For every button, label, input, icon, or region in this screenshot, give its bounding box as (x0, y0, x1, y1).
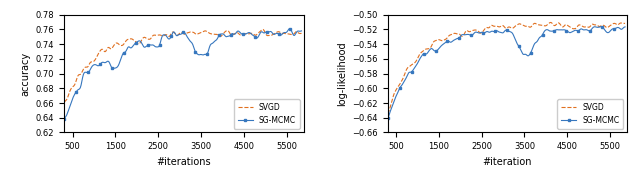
SG-MCMC (202, 53, 209, 55)
SG-MCMC (260, 32, 268, 34)
Y-axis label: accuracy: accuracy (20, 52, 30, 96)
SVGD (525, 26, 533, 28)
SVGD (202, 30, 209, 32)
SG-MCMC (525, 54, 533, 56)
X-axis label: #iteration: #iteration (483, 157, 532, 167)
Line: SVGD: SVGD (65, 29, 301, 102)
SVGD (621, 22, 629, 24)
SVGD (298, 32, 305, 35)
SG-MCMC (384, 117, 392, 120)
SVGD (385, 110, 392, 113)
SVGD (259, 28, 266, 31)
SVGD (205, 32, 213, 34)
SG-MCMC (529, 46, 537, 48)
SG-MCMC (298, 30, 305, 32)
Line: SG-MCMC: SG-MCMC (63, 27, 303, 120)
SG-MCMC (597, 25, 605, 28)
SG-MCMC (61, 116, 69, 118)
SVGD (201, 30, 209, 32)
SVGD (261, 31, 269, 33)
SG-MCMC (61, 118, 68, 120)
SG-MCMC (275, 33, 283, 36)
SVGD (61, 101, 68, 103)
SVGD (547, 21, 554, 24)
SG-MCMC (525, 55, 532, 57)
SVGD (525, 25, 532, 27)
SG-MCMC (621, 26, 629, 28)
SVGD (276, 31, 284, 33)
Line: SVGD: SVGD (388, 22, 625, 114)
SVGD (529, 23, 537, 26)
SVGD (61, 100, 69, 102)
X-axis label: #iterations: #iterations (157, 157, 211, 167)
SG-MCMC (205, 46, 213, 48)
SG-MCMC (600, 27, 607, 29)
Legend: SVGD, SG-MCMC: SVGD, SG-MCMC (557, 99, 623, 129)
SVGD (384, 113, 392, 115)
SG-MCMC (286, 27, 294, 30)
SVGD (600, 24, 607, 26)
Legend: SVGD, SG-MCMC: SVGD, SG-MCMC (234, 99, 300, 129)
Line: SG-MCMC: SG-MCMC (387, 25, 627, 120)
SG-MCMC (201, 53, 209, 55)
SVGD (585, 26, 593, 28)
SG-MCMC (385, 115, 392, 117)
SG-MCMC (584, 29, 591, 31)
Y-axis label: log-likelihood: log-likelihood (337, 41, 347, 106)
